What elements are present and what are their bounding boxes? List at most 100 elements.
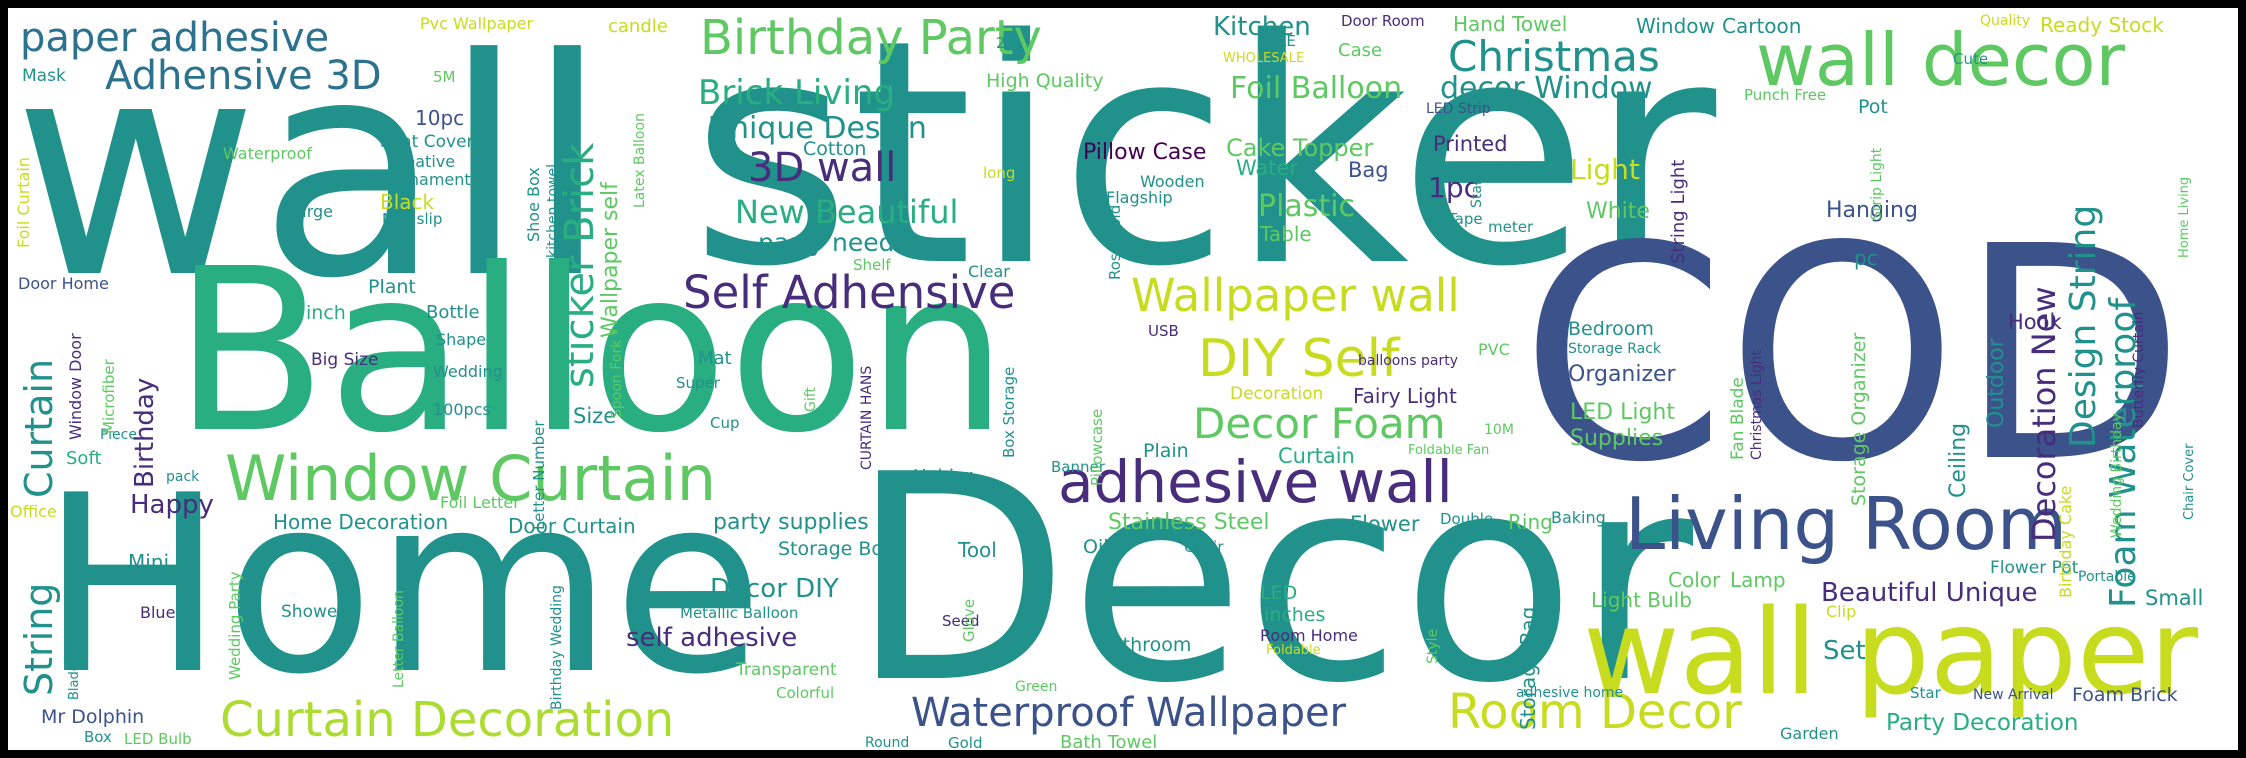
word-cloud-word: 10M bbox=[1484, 422, 1514, 438]
word-cloud-word: Metallic Balloon bbox=[680, 604, 799, 622]
word-cloud-word: Creative bbox=[388, 152, 456, 171]
word-cloud: wall sticker Balloon Home Decor COD wall… bbox=[8, 8, 2238, 750]
word-cloud-word: Ring bbox=[1508, 510, 1553, 534]
word-cloud-word: party supplies bbox=[713, 510, 869, 535]
word-cloud-word: Waterproof Wallpaper bbox=[911, 690, 1347, 736]
word-cloud-word: Window Curtain bbox=[225, 442, 717, 515]
word-cloud-word: Organizer bbox=[1568, 362, 1676, 387]
word-cloud-word: Balloon bbox=[173, 221, 1009, 483]
word-cloud-word: Room Home bbox=[1260, 626, 1358, 645]
word-cloud-word: Box Storage bbox=[1000, 366, 1018, 458]
word-cloud-word: Shower bbox=[281, 602, 345, 622]
word-cloud-word: Round bbox=[865, 735, 910, 750]
word-cloud-word: Banner bbox=[1051, 458, 1105, 476]
word-cloud-word: Lamp bbox=[1730, 568, 1786, 592]
word-cloud-word: Wedding Party bbox=[226, 571, 244, 680]
word-cloud-word: Bottle bbox=[426, 302, 480, 323]
word-cloud-word: Ready Stock bbox=[2040, 13, 2164, 37]
word-cloud-word: Water bbox=[1236, 156, 1299, 180]
word-cloud-word: Black bbox=[380, 190, 435, 214]
word-cloud-word: 5M bbox=[433, 68, 456, 86]
word-cloud-word: SALE bbox=[1258, 32, 1296, 50]
word-cloud-word: long bbox=[983, 164, 1016, 182]
word-cloud-word: Storage Box bbox=[778, 538, 894, 560]
word-cloud-word: Light Bulb bbox=[1591, 588, 1692, 612]
word-cloud-word: Pillowcase bbox=[1088, 408, 1106, 486]
word-cloud-word: Rose Gold bbox=[1106, 204, 1124, 280]
word-cloud-word: Christmas bbox=[1448, 32, 1660, 81]
word-cloud-word: Self Adhensive bbox=[683, 266, 1016, 319]
word-cloud-word: 3D wall bbox=[748, 145, 897, 191]
word-cloud-word: Clip bbox=[1826, 602, 1857, 621]
word-cloud-word: Gold bbox=[948, 734, 983, 751]
word-cloud-word: Kitchen bbox=[1213, 12, 1311, 42]
word-cloud-word: Shelf bbox=[853, 256, 891, 274]
word-cloud-word: Cute bbox=[1953, 50, 1989, 68]
word-cloud-word: Clear bbox=[968, 262, 1010, 281]
word-cloud-word: LED Bulb bbox=[124, 730, 192, 748]
word-cloud-word: candle bbox=[608, 16, 668, 37]
word-cloud-word: Foil Curtain bbox=[14, 157, 33, 248]
word-cloud-word: Printed bbox=[1433, 132, 1508, 156]
word-cloud-word: Home bbox=[40, 443, 764, 728]
word-cloud-word: Blue bbox=[140, 603, 176, 622]
word-cloud-word: Supplies bbox=[1570, 426, 1664, 451]
word-cloud-word: Transparent bbox=[736, 660, 837, 680]
word-cloud-word: Pillow Case bbox=[1083, 140, 1207, 165]
word-cloud-word: Ornament bbox=[390, 170, 471, 189]
word-cloud-word: PVC bbox=[1478, 340, 1510, 359]
word-cloud-word: Hanging bbox=[1826, 198, 1918, 223]
word-cloud-word: Set bbox=[1823, 636, 1866, 666]
word-cloud-word: wall bbox=[13, 8, 609, 344]
word-cloud-word: String bbox=[17, 582, 61, 696]
word-cloud-word: Door Room bbox=[1341, 12, 1425, 30]
word-cloud-word: Net bbox=[1446, 530, 1473, 548]
word-cloud-word: Party Decoration bbox=[1886, 710, 2079, 736]
word-cloud-word: Pot bbox=[1858, 96, 1888, 118]
word-cloud-word: Seed bbox=[942, 612, 980, 630]
word-cloud-word: Foil Letter bbox=[440, 493, 520, 512]
word-cloud-word: Storage Bag bbox=[1516, 606, 1540, 730]
word-cloud-word: Door Curtain bbox=[508, 514, 636, 538]
word-cloud-word: Bath Towel bbox=[1060, 732, 1158, 751]
word-cloud-word: High Quality bbox=[986, 70, 1104, 92]
word-cloud-word: inches bbox=[1264, 604, 1326, 626]
word-cloud-word: 10pc bbox=[415, 106, 465, 130]
word-cloud-word: Curtain bbox=[1278, 444, 1355, 468]
word-cloud-word: Box bbox=[84, 728, 112, 746]
word-cloud-word: Portable bbox=[2078, 569, 2136, 585]
word-cloud-word: Window bbox=[1636, 14, 1715, 38]
word-cloud-word: wall paper bbox=[1583, 583, 2199, 721]
word-cloud-word: LED Light bbox=[1570, 400, 1675, 425]
word-cloud-word: Mr Dolphin bbox=[41, 706, 145, 728]
word-cloud-word: Home Decoration bbox=[273, 510, 449, 534]
word-cloud-word: Letter Number bbox=[530, 420, 548, 530]
word-cloud-word: White bbox=[1586, 199, 1650, 224]
word-cloud-word: Quality bbox=[1980, 13, 2031, 29]
word-cloud-word: Blade LED bbox=[67, 633, 82, 700]
word-cloud-word: Fairy Light bbox=[1353, 384, 1457, 408]
word-cloud-word: Fan Blade bbox=[1728, 377, 1748, 460]
word-cloud-word: Outdoor bbox=[1984, 338, 2009, 428]
word-cloud-word: Storage Rack bbox=[1568, 341, 1662, 357]
word-cloud-word: Mask bbox=[22, 66, 66, 86]
word-cloud-word: pc bbox=[1854, 246, 1878, 270]
word-cloud-word: Cake Topper bbox=[1226, 134, 1374, 162]
word-cloud-word: Shoe Box bbox=[524, 167, 543, 242]
word-cloud-word: Microfiber bbox=[100, 359, 118, 434]
word-cloud-word: Cotton bbox=[803, 138, 867, 160]
word-cloud-word: DIY Self bbox=[1198, 329, 1400, 389]
word-cloud-word: Foil Balloon bbox=[1230, 71, 1403, 106]
word-cloud-word: Plastic bbox=[1258, 189, 1356, 224]
word-cloud-word: LED bbox=[1260, 582, 1298, 604]
word-cloud-word: Chair bbox=[1184, 538, 1224, 556]
word-cloud-word: Ceiling bbox=[1946, 422, 1971, 498]
word-cloud-word: Bag bbox=[1348, 158, 1389, 182]
word-cloud-word: Birthday Wedding bbox=[549, 585, 565, 710]
word-cloud-word: Brick Living bbox=[698, 73, 896, 113]
word-cloud-word: Window Door bbox=[66, 333, 85, 440]
word-cloud-word: Punch Free bbox=[1744, 86, 1827, 104]
word-cloud-word: Wallpaper wall bbox=[1131, 269, 1460, 322]
word-cloud-word: Tape bbox=[1448, 210, 1483, 228]
word-cloud-word: Letter Balloon bbox=[391, 590, 407, 688]
